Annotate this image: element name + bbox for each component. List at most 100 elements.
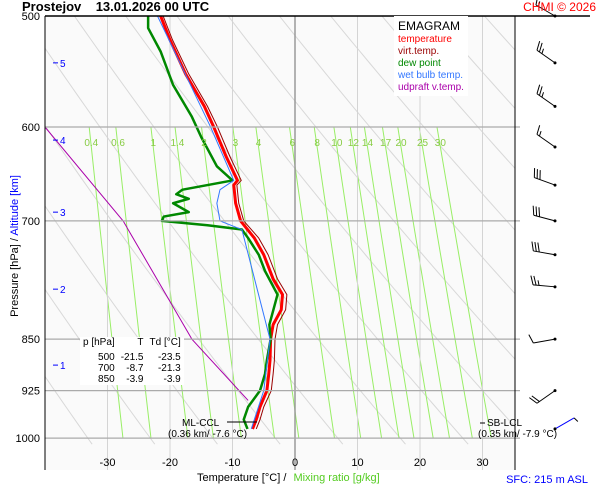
mixing-ratio-label: 17: [380, 138, 392, 149]
dry-adiabat: [381, 16, 515, 170]
barb-staff: [533, 338, 556, 344]
wind-barb: [536, 41, 557, 65]
wind-barb: [536, 125, 557, 149]
x-tick-label: 20: [414, 457, 426, 469]
legend: EMAGRAM temperature virt.temp. dew point we…: [394, 16, 468, 96]
mixing-ratio-line: [115, 126, 152, 439]
mixing-ratio-line: [201, 126, 242, 439]
barb-staff: [536, 49, 556, 64]
y-tick-label: 1000: [16, 433, 40, 445]
mixing-ratio-label: 25: [417, 138, 429, 149]
mixing-ratio-label: 2: [201, 138, 207, 149]
barb-feather: [537, 242, 540, 253]
legend-item-4: udpraft v.temp.: [398, 82, 464, 93]
barb-staff: [535, 4, 556, 17]
sb-lcl-label: SB-LCL: [487, 418, 523, 429]
x-tick-label: -20: [162, 457, 178, 469]
cell: -21.5: [120, 352, 144, 363]
table-header: T: [137, 337, 144, 348]
wind-barb: [533, 168, 557, 187]
barb-station: [553, 219, 557, 223]
barb-staff: [536, 133, 556, 148]
barb-staff: [533, 250, 556, 256]
wind-barb: [553, 417, 579, 431]
wind-barb: [532, 205, 557, 223]
table-header: p [hPa]: [83, 337, 115, 348]
barb-feather: [533, 275, 537, 286]
y-tick-label: 600: [22, 122, 40, 134]
wind-barb: [530, 275, 557, 289]
mixing-ratio-label: 0.6: [111, 138, 125, 149]
legend-title: EMAGRAM: [398, 19, 461, 33]
mixing-ratio-line: [313, 126, 362, 439]
temperature-label: Temperature [°C] /: [197, 472, 287, 484]
y-tick-label: 850: [22, 334, 40, 346]
mixing-ratio-label: 14: [362, 138, 374, 149]
ml-ccl-value: (0.36 km/ -7.6 °C): [168, 429, 248, 440]
mixing-ratio-line: [255, 126, 300, 439]
barb-station: [553, 427, 557, 431]
barb-feather: [536, 41, 541, 51]
barb-staff: [533, 214, 556, 222]
surface-info: SFC: 215 m ASL: [506, 474, 588, 486]
mixing-ratio-line: [349, 126, 400, 439]
mixing-ratio-line: [436, 126, 492, 439]
wind-barb: [528, 334, 557, 344]
series-dew-point: [146, 16, 279, 430]
cell: -21.3: [157, 363, 181, 374]
barb-half-feather: [538, 1, 541, 7]
wind-barb: [531, 241, 557, 257]
barb-feather: [530, 275, 534, 286]
mixing-ratio-line: [418, 126, 473, 439]
altitude-tick-label: 5: [60, 59, 66, 70]
dry-adiabat: [227, 16, 515, 360]
barb-feather: [534, 241, 537, 252]
sb-lcl-value: (0.35 km/ -7.9 °C): [478, 429, 558, 440]
x-tick-label: 30: [476, 457, 488, 469]
barb-feather: [528, 334, 534, 344]
y-axis-label: Pressure [hPa] / Altitude [km]: [9, 175, 21, 317]
chart-title: Prostejov 13.01.2026 00 UTC: [22, 0, 210, 14]
mixing-ratio-label: 30: [435, 138, 447, 149]
cell: -23.5: [157, 352, 181, 363]
wind-barb: [535, 0, 557, 18]
barb-feather: [531, 395, 540, 402]
pressure-label: Pressure [hPa] /: [8, 238, 21, 317]
cell: -3.9: [163, 374, 181, 385]
altitude-tick-label: 4: [60, 136, 66, 147]
series-virt-temp: [162, 16, 288, 430]
table-row: 850 -3.9 -3.9: [80, 374, 184, 385]
barb-station: [553, 337, 557, 341]
altitude-tick-label: 2: [60, 285, 66, 296]
wind-barb: [536, 84, 557, 108]
mixing-ratio-label: 12: [348, 138, 360, 149]
mixing-ratio-label: 10: [331, 138, 343, 149]
mixing-ratio-line: [174, 126, 214, 439]
cell: -3.9: [126, 374, 144, 385]
series-wet-bulb-temp: [157, 16, 271, 430]
mixing-ratio-label: 0.4: [84, 138, 98, 149]
cell: 700: [98, 363, 115, 374]
barb-staff: [554, 417, 575, 430]
mixing-ratio-label: 4: [256, 138, 262, 149]
mixing-ratio-label: 6: [290, 138, 296, 149]
barb-station: [553, 61, 557, 65]
mixing-ratio-label: 20: [395, 138, 407, 149]
barb-station: [553, 14, 557, 18]
wind-barb: [529, 389, 557, 404]
barb-feather: [535, 0, 538, 6]
mixing-ratio-label: 3: [233, 138, 239, 149]
barb-station: [553, 253, 557, 257]
barb-feather: [531, 241, 534, 252]
barb-feather: [538, 86, 543, 96]
ml-ccl-label: ML-CCL: [182, 418, 220, 429]
table-row: 700 -8.7 -21.3: [80, 363, 184, 374]
legend-item-1: virt.temp.: [398, 46, 440, 57]
altitude-tick-label: 3: [60, 208, 66, 219]
barb-half-feather: [538, 130, 542, 137]
altitude-tick-label: 1: [60, 361, 66, 372]
x-tick-label: -10: [225, 457, 241, 469]
x-tick-label: -30: [100, 457, 116, 469]
barb-feather: [529, 397, 538, 404]
